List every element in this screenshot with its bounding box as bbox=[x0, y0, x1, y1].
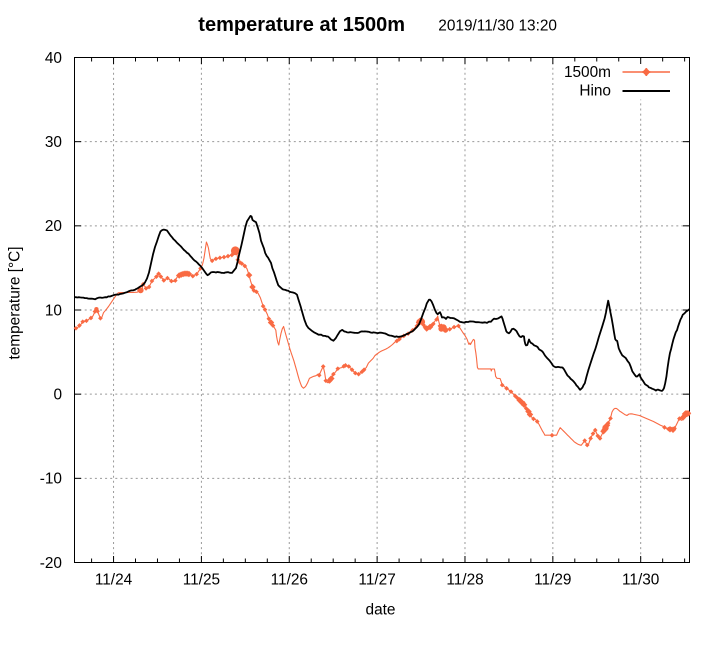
svg-text:11/28: 11/28 bbox=[446, 572, 483, 589]
svg-text:temperature at 1500m: temperature at 1500m bbox=[198, 14, 405, 36]
svg-text:1500m: 1500m bbox=[564, 64, 611, 81]
svg-text:40: 40 bbox=[45, 50, 62, 67]
svg-text:-10: -10 bbox=[40, 471, 62, 488]
svg-text:11/27: 11/27 bbox=[358, 572, 395, 589]
svg-text:11/26: 11/26 bbox=[271, 572, 308, 589]
svg-text:0: 0 bbox=[53, 387, 62, 404]
svg-text:10: 10 bbox=[45, 302, 62, 319]
svg-text:11/29: 11/29 bbox=[534, 572, 571, 589]
svg-text:-20: -20 bbox=[40, 555, 62, 572]
svg-text:11/30: 11/30 bbox=[622, 572, 659, 589]
svg-text:20: 20 bbox=[45, 218, 62, 235]
svg-text:30: 30 bbox=[45, 134, 62, 151]
svg-text:2019/11/30 13:20: 2019/11/30 13:20 bbox=[438, 17, 557, 34]
svg-text:11/24: 11/24 bbox=[95, 572, 133, 589]
svg-text:Hino: Hino bbox=[579, 83, 611, 100]
svg-text:temperature [°C]: temperature [°C] bbox=[7, 246, 24, 359]
svg-text:11/25: 11/25 bbox=[183, 572, 220, 589]
svg-text:date: date bbox=[366, 602, 396, 619]
